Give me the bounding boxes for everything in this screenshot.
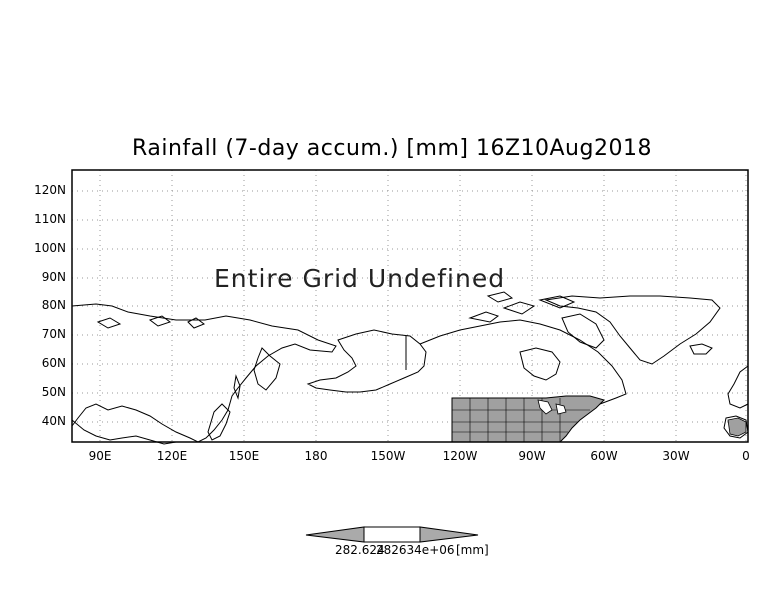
- lon-label-150e: 150E: [228, 449, 260, 463]
- us-data-region: [451, 395, 747, 443]
- canadian-archipelago: [468, 291, 576, 323]
- lon-label-120w: 120W: [442, 449, 478, 463]
- lat-label-90n: 90N: [41, 270, 66, 284]
- lat-label-120n: 120N: [34, 183, 66, 197]
- china-coastline: [71, 419, 177, 445]
- japan-coastline: [207, 403, 231, 441]
- asia-coastline: [71, 303, 337, 443]
- alaska-coastline: [306, 329, 427, 393]
- europe-coastline: [727, 365, 749, 409]
- map-title: Rainfall (7-day accum.) [mm] 16Z10Aug201…: [132, 136, 652, 161]
- colorbar-right-value: 282634e+06: [376, 543, 455, 557]
- colorbar-units: [mm]: [456, 543, 489, 557]
- great-lakes: [537, 399, 567, 415]
- hudson-bay-coastline: [519, 347, 561, 381]
- lon-label-180: 180: [304, 449, 328, 463]
- lat-label-60n: 60N: [41, 356, 66, 370]
- colorbar-center-box: [363, 526, 421, 543]
- colorbar-left-arrow: [305, 526, 365, 543]
- lat-label-80n: 80N: [41, 298, 66, 312]
- iberia-filled: [727, 417, 747, 437]
- greenland-coastline: [544, 295, 721, 365]
- colorbar-left-value: 282.624: [335, 543, 385, 557]
- us-filled-area: [451, 395, 605, 443]
- lon-label-90e: 90E: [88, 449, 112, 463]
- graticule: [72, 170, 748, 442]
- lon-label-120e: 120E: [156, 449, 188, 463]
- iberia-coastline: [723, 415, 749, 439]
- lat-label-110n: 110N: [34, 212, 66, 226]
- iceland-coastline: [689, 343, 713, 355]
- map-frame: [71, 169, 749, 443]
- lat-label-100n: 100N: [34, 241, 66, 255]
- lon-label-0: 0: [742, 449, 750, 463]
- state-borders: [452, 398, 590, 442]
- kamchatka-coastline: [253, 347, 281, 391]
- coastlines: [71, 291, 749, 445]
- lon-label-90w: 90W: [518, 449, 546, 463]
- colorbar: [305, 526, 479, 543]
- lon-label-60w: 60W: [590, 449, 618, 463]
- lon-label-150w: 150W: [370, 449, 406, 463]
- lat-label-50n: 50N: [41, 385, 66, 399]
- colorbar-right-arrow: [419, 526, 479, 543]
- lon-label-30w: 30W: [662, 449, 690, 463]
- baffin-island: [561, 313, 605, 349]
- undefined-grid-message: Entire Grid Undefined: [214, 264, 506, 293]
- arctic-islands-asia: [96, 315, 206, 329]
- lat-label-70n: 70N: [41, 327, 66, 341]
- lat-label-40n: 40N: [41, 414, 66, 428]
- sakhalin-coastline: [233, 374, 241, 400]
